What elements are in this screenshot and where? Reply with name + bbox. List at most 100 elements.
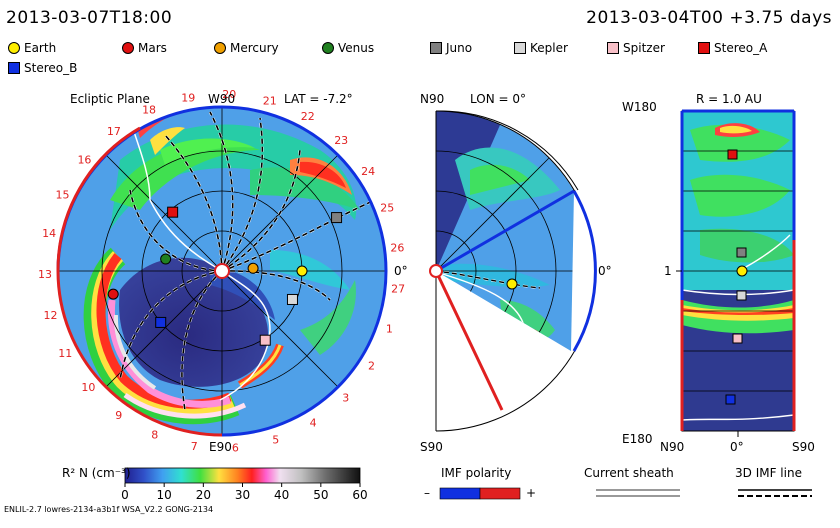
legend-swatch <box>698 42 710 54</box>
ecliptic-marker-stereo_b <box>155 316 167 328</box>
colorbar-label: R² N (cm⁻³) <box>62 466 131 480</box>
colorbar-tick-label: 10 <box>157 488 172 502</box>
radial-w180: W180 <box>622 100 657 114</box>
legend-label: Mercury <box>230 41 279 55</box>
current-sheath-label: Current sheath <box>584 466 674 480</box>
carrington-label: 18 <box>142 104 156 117</box>
carrington-label: 1 <box>386 323 393 336</box>
legend-label: Spitzer <box>623 41 665 55</box>
colorbar-tick-label: 60 <box>352 488 367 502</box>
ecliptic-marker-mars <box>107 288 119 300</box>
legend-item-stereo_a: Stereo_A <box>698 41 767 55</box>
imf-plus: + <box>526 486 537 500</box>
legend-swatch <box>514 42 526 54</box>
radial-e180: E180 <box>622 432 653 446</box>
legend-label: Venus <box>338 41 375 55</box>
legend-item-stereo_b: Stereo_B <box>8 61 77 75</box>
model-footer: ENLIL-2.7 lowres-2134-a3b1f WSA_V2.2 GON… <box>4 505 214 514</box>
carrington-label: 3 <box>342 392 349 405</box>
radial-panel <box>682 111 794 431</box>
carrington-label: 2 <box>368 360 375 373</box>
legend-swatch <box>607 42 619 54</box>
ecliptic-marker-spitzer <box>259 334 271 346</box>
radial-s90: S90 <box>792 440 815 454</box>
meridional-zero-label: 0° <box>598 264 612 278</box>
carrington-label: 4 <box>310 417 317 430</box>
forecast-time: 2013-03-04T00 +3.75 days <box>586 8 832 28</box>
legend-item-spitzer: Spitzer <box>607 41 665 55</box>
colorbar-ticks: 0 10 20 30 40 50 60 <box>121 483 368 502</box>
legend-swatch <box>214 42 226 54</box>
ecliptic-top-label: W90 <box>208 92 236 106</box>
carrington-label: 5 <box>272 434 279 447</box>
carrington-label: 7 <box>191 440 198 453</box>
ecliptic-bottom-label: E90 <box>209 440 232 454</box>
legend-item-juno: Juno <box>430 41 472 55</box>
carrington-label: 8 <box>151 429 158 442</box>
carrington-label: 20 <box>222 88 236 101</box>
ecliptic-marker-venus <box>160 253 172 265</box>
imf-polarity-negative <box>439 487 481 500</box>
meridional-bottom-label: S90 <box>420 440 443 454</box>
carrington-label: 15 <box>55 188 69 201</box>
carrington-label: 10 <box>81 381 95 394</box>
carrington-label: 11 <box>58 347 72 360</box>
legend-swatch <box>430 42 442 54</box>
radial-r-label: R = 1.0 AU <box>696 92 762 106</box>
legend-label: Stereo_B <box>24 61 78 75</box>
meridional-lon: LON = 0° <box>470 92 526 106</box>
imf-polarity-label: IMF polarity <box>441 466 512 480</box>
ecliptic-marker-juno <box>331 212 343 224</box>
radial-stereo-a <box>727 149 738 160</box>
legend-label: Kepler <box>530 41 568 55</box>
carrington-label: 24 <box>361 165 375 178</box>
colorbar <box>124 467 361 484</box>
ecliptic-marker-mercury <box>247 262 259 274</box>
legend-label: Stereo_A <box>714 41 768 55</box>
legend-swatch <box>322 42 334 54</box>
ecliptic-lat: LAT = -7.2° <box>284 92 353 106</box>
imf-minus: – <box>424 486 430 500</box>
sun-marker-meridional <box>429 264 443 278</box>
legend-item-mercury: Mercury <box>214 41 279 55</box>
earth-marker-meridional <box>506 278 518 290</box>
colorbar-tick-label: 30 <box>235 488 250 502</box>
imf-line-label: 3D IMF line <box>735 466 802 480</box>
ecliptic-zero-label: 0° <box>394 264 408 278</box>
legend-swatch <box>8 42 20 54</box>
legend-item-venus: Venus <box>322 41 374 55</box>
legend-item-earth: Earth <box>8 41 56 55</box>
carrington-label: 13 <box>38 268 52 281</box>
legend-label: Juno <box>446 41 473 55</box>
simulation-time: 2013-03-07T18:00 <box>6 8 173 28</box>
radial-n90: N90 <box>660 440 685 454</box>
colorbar-tick-label: 50 <box>313 488 328 502</box>
carrington-label: 6 <box>232 441 239 454</box>
colorbar-tick-label: 40 <box>274 488 289 502</box>
carrington-label: 9 <box>115 409 122 422</box>
carrington-label: 16 <box>77 154 91 167</box>
ecliptic-marker-stereo_a <box>167 206 179 218</box>
imf-polarity-positive <box>479 487 521 500</box>
radial-earth <box>736 265 748 277</box>
radial-spitzer <box>732 333 743 344</box>
carrington-label: 17 <box>107 125 121 138</box>
meridional-top-label: N90 <box>420 92 445 106</box>
legend-label: Mars <box>138 41 167 55</box>
carrington-label: 22 <box>301 110 315 123</box>
carrington-label: 23 <box>334 134 348 147</box>
colorbar-tick-label: 20 <box>196 488 211 502</box>
legend-swatch <box>122 42 134 54</box>
legend-item-mars: Mars <box>122 41 167 55</box>
radial-kepler <box>736 290 747 301</box>
carrington-label: 21 <box>263 95 277 108</box>
carrington-label: 14 <box>42 227 56 240</box>
radial-juno <box>736 247 747 258</box>
carrington-label: 27 <box>391 282 405 295</box>
radial-one: 1 <box>664 264 672 278</box>
sun-marker <box>214 263 230 279</box>
ecliptic-title: Ecliptic Plane <box>70 92 150 106</box>
colorbar-tick-label: 0 <box>121 488 129 502</box>
ecliptic-marker-earth <box>296 265 308 277</box>
